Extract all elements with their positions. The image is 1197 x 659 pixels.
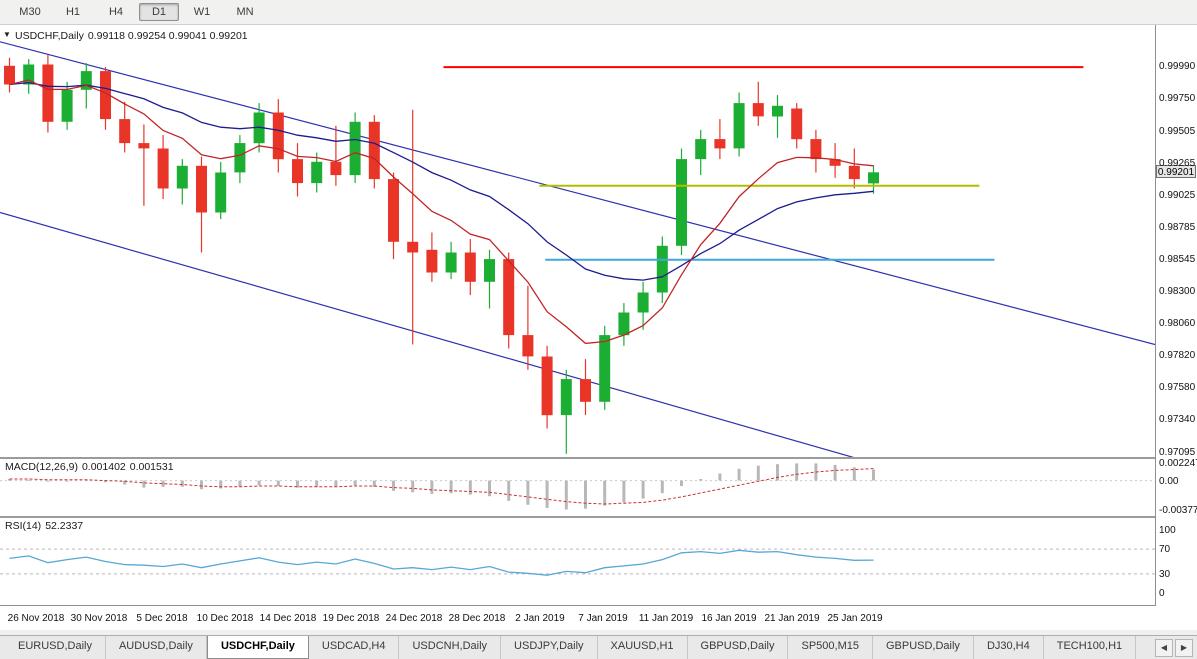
- chart-tab-usdchf-daily[interactable]: USDCHF,Daily: [206, 636, 309, 659]
- chart-tab-audusd-daily[interactable]: AUDUSD,Daily: [106, 636, 207, 659]
- price-axis-label: 0.97820: [1159, 350, 1196, 362]
- chart-symbol-label: USDCHF,Daily: [15, 30, 84, 42]
- price-axis-label: 0.97095: [1159, 447, 1196, 459]
- macd-indicator-canvas[interactable]: [0, 459, 1155, 516]
- rsi-indicator-canvas[interactable]: [0, 518, 1155, 605]
- chart-tab-usdcad-h4[interactable]: USDCAD,H4: [309, 636, 400, 659]
- rsi-label: RSI(14) 52.2337: [5, 520, 87, 532]
- timeframe-button-h1[interactable]: H1: [65, 6, 81, 18]
- tab-scroll-controls: ◀ ▶: [1151, 636, 1197, 659]
- date-axis-label: 16 Jan 2019: [701, 613, 757, 624]
- current-price-tag: 0.99201: [1156, 165, 1196, 179]
- date-axis-label: 19 Dec 2018: [322, 613, 380, 624]
- timeframe-toolbar: M30 H1 H4 D1 W1 MN: [0, 0, 1197, 25]
- date-axis-label: 26 Nov 2018: [7, 613, 65, 624]
- macd-axis-label: 0.002247: [1159, 458, 1197, 469]
- tab-scroll-right-icon[interactable]: ▶: [1175, 638, 1193, 657]
- price-axis-label: 0.98785: [1159, 221, 1196, 233]
- macd-signal-value: 0.001531: [129, 461, 174, 473]
- collapse-indicators-icon[interactable]: ▼: [3, 30, 11, 39]
- timeframe-button-mn[interactable]: MN: [236, 6, 254, 18]
- price-axis-label: 0.98300: [1159, 286, 1196, 298]
- price-chart-canvas[interactable]: [0, 25, 1155, 457]
- rsi-axis-label: 30: [1159, 568, 1171, 580]
- date-axis-divider: [0, 605, 1197, 606]
- price-scale[interactable]: [1155, 25, 1197, 606]
- macd-name: MACD(12,26,9): [5, 461, 78, 473]
- date-axis-label: 2 Jan 2019: [515, 613, 565, 624]
- date-axis-label: 24 Dec 2018: [385, 613, 443, 624]
- rsi-axis-label: 70: [1159, 544, 1171, 556]
- timeframe-button-w1[interactable]: W1: [193, 6, 211, 18]
- chart-tab-tech100-h1[interactable]: TECH100,H1: [1044, 636, 1137, 659]
- price-axis-label: 0.99265: [1159, 157, 1196, 169]
- date-axis-label: 25 Jan 2019: [827, 613, 883, 624]
- timeframe-button-m30[interactable]: M30: [19, 6, 41, 18]
- price-axis-label: 0.99505: [1159, 125, 1196, 137]
- price-axis-label: 0.97340: [1159, 414, 1196, 426]
- macd-main-value: 0.001402: [81, 461, 126, 473]
- date-axis-label: 21 Jan 2019: [764, 613, 820, 624]
- macd-label: MACD(12,26,9) 0.001402 0.001531: [5, 461, 178, 473]
- price-axis-label: 0.98060: [1159, 318, 1196, 330]
- chart-tab-usdjpy-daily[interactable]: USDJPY,Daily: [501, 636, 598, 659]
- price-axis-label: 0.99990: [1159, 61, 1196, 73]
- price-axis-label: 0.99025: [1159, 189, 1196, 201]
- date-axis-label: 11 Jan 2019: [638, 613, 694, 624]
- price-axis-label: 0.99750: [1159, 93, 1196, 105]
- date-axis-label: 28 Dec 2018: [448, 613, 506, 624]
- timeframe-button-h4[interactable]: H4: [108, 6, 124, 18]
- rsi-name: RSI(14): [5, 520, 42, 532]
- chart-tab-eurusd-daily[interactable]: EURUSD,Daily: [5, 636, 106, 659]
- tab-scroll-left-icon[interactable]: ◀: [1155, 638, 1173, 657]
- chart-title: USDCHF,Daily 0.99118 0.99254 0.99041 0.99…: [15, 30, 252, 42]
- chart-tab-usdcnh-daily[interactable]: USDCNH,Daily: [399, 636, 502, 659]
- timeframe-button-d1[interactable]: D1: [139, 3, 179, 21]
- chart-tab-sp500-m15[interactable]: SP500,M15: [788, 636, 873, 659]
- date-axis-label: 7 Jan 2019: [578, 613, 628, 624]
- date-axis-label: 14 Dec 2018: [259, 613, 317, 624]
- price-axis-label: 0.98545: [1159, 253, 1196, 265]
- chart-tab-bar: EURUSD,Daily AUDUSD,Daily USDCHF,Daily USDC…: [0, 635, 1197, 659]
- chart-tab-gbpusd-daily[interactable]: GBPUSD,Daily: [873, 636, 974, 659]
- pane-resize-separator[interactable]: [0, 457, 1197, 459]
- macd-axis-label: 0.00: [1159, 475, 1179, 487]
- macd-axis-label: -0.003776: [1159, 505, 1197, 517]
- price-axis-label: 0.97580: [1159, 382, 1196, 394]
- rsi-value: 52.2337: [45, 520, 84, 532]
- chart-tab-gbpusd-daily[interactable]: GBPUSD,Daily: [688, 636, 789, 659]
- date-axis-label: 5 Dec 2018: [136, 613, 188, 624]
- date-axis-label: 30 Nov 2018: [70, 613, 128, 624]
- chart-tab-xauusd-h1[interactable]: XAUUSD,H1: [598, 636, 688, 659]
- date-axis-label: 10 Dec 2018: [196, 613, 254, 624]
- rsi-axis-label: 0: [1159, 587, 1165, 599]
- chart-ohlc-values: 0.99118 0.99254 0.99041 0.99201: [87, 30, 248, 42]
- rsi-axis-label: 100: [1159, 525, 1176, 537]
- date-scale[interactable]: 26 Nov 2018 30 Nov 2018 5 Dec 2018 10 Dec 2…: [0, 606, 1197, 630]
- chart-tab-dj30-h4[interactable]: DJ30,H4: [974, 636, 1044, 659]
- pane-resize-separator[interactable]: [0, 516, 1197, 518]
